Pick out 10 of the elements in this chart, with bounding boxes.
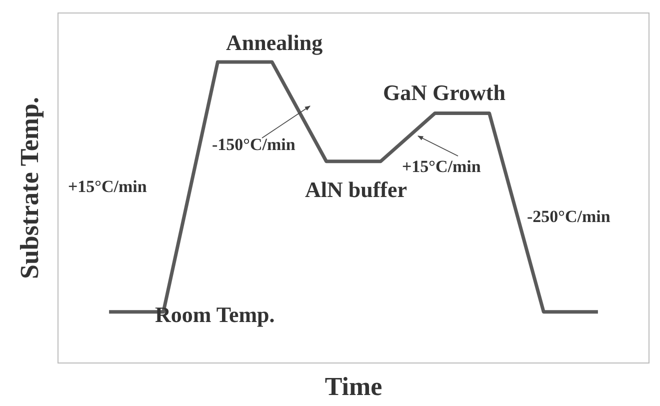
annotation: AlN buffer — [305, 177, 408, 202]
annotation: +15°C/min — [402, 157, 482, 176]
annotation: Room Temp. — [155, 302, 275, 327]
annotation: +15°C/min — [68, 177, 148, 196]
y-axis-title: Substrate Temp. — [15, 96, 44, 280]
x-axis-title: Time — [324, 372, 382, 401]
annotation: -150°C/min — [212, 135, 296, 154]
annotation: -250°C/min — [527, 207, 611, 226]
annotation: GaN Growth — [383, 80, 506, 105]
text: Annealing — [226, 30, 323, 55]
